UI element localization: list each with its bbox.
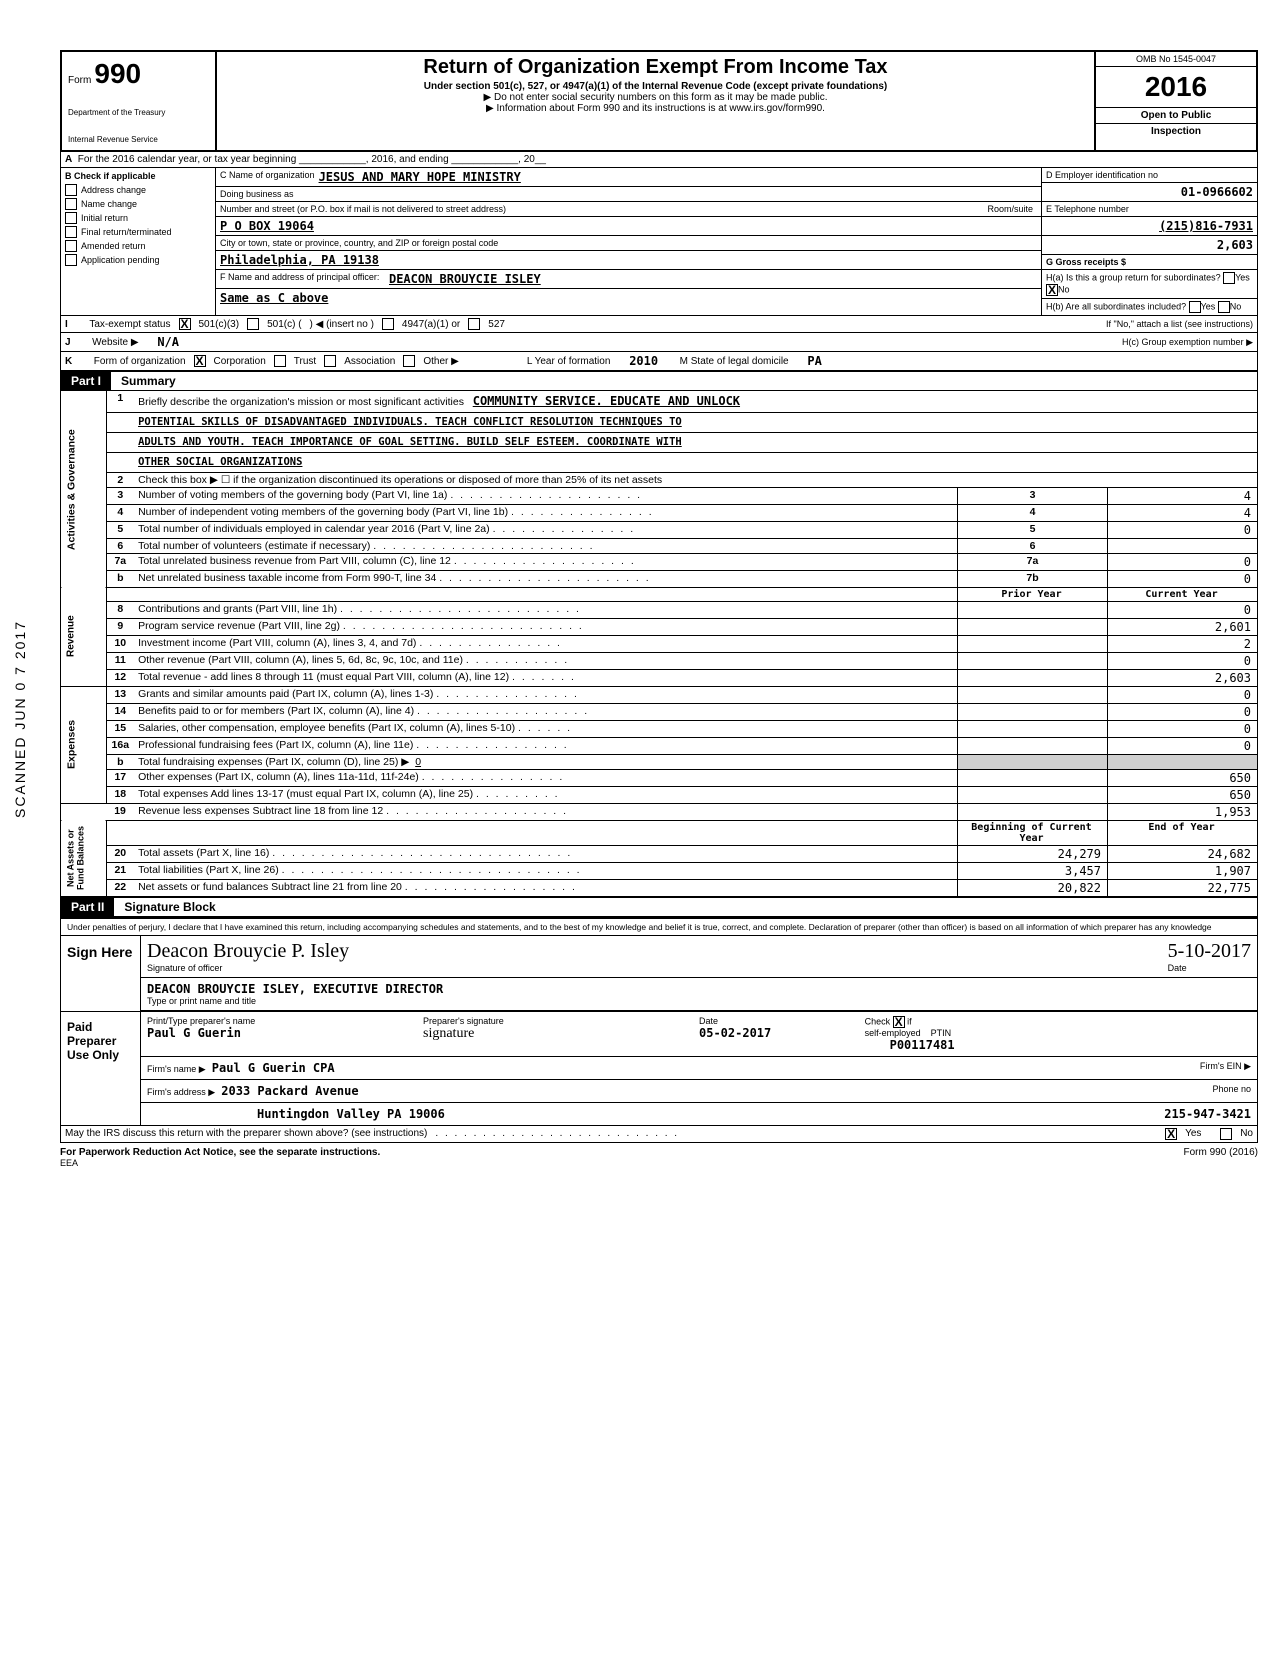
ha-no[interactable]	[1046, 284, 1058, 296]
v9: 2,601	[1108, 618, 1258, 635]
v4: 4	[1108, 504, 1258, 521]
cb-527[interactable]	[468, 318, 480, 330]
paid-preparer-label: Paid Preparer Use Only	[61, 1012, 141, 1125]
mission-text: COMMUNITY SERVICE. EDUCATE AND UNLOCK	[473, 394, 740, 408]
v16a: 0	[1108, 737, 1258, 754]
cb-amended[interactable]	[65, 240, 77, 252]
v17: 650	[1108, 769, 1258, 786]
cb-initial-return[interactable]	[65, 212, 77, 224]
v5: 0	[1108, 521, 1258, 538]
cb-self-employed[interactable]	[893, 1016, 905, 1028]
gross-receipts-amt: 2,603	[1042, 236, 1257, 255]
penalty-statement: Under penalties of perjury, I declare th…	[61, 919, 1257, 936]
line-a: A For the 2016 calendar year, or tax yea…	[60, 152, 1258, 168]
hb-yes[interactable]	[1189, 301, 1201, 313]
v11: 0	[1108, 652, 1258, 669]
cb-address-change[interactable]	[65, 184, 77, 196]
v6	[1108, 538, 1258, 553]
v8: 0	[1108, 601, 1258, 618]
v7a: 0	[1108, 553, 1258, 570]
part2-header: Part II Signature Block	[60, 897, 1258, 917]
v19: 1,953	[1108, 803, 1258, 820]
principal-officer: DEACON BROUYCIE ISLEY	[389, 272, 541, 286]
officer-addr: Same as C above	[220, 291, 328, 305]
preparer-date: 05-02-2017	[699, 1026, 865, 1040]
firm-name: Paul G Guerin CPA	[212, 1061, 335, 1075]
v22b: 22,775	[1108, 879, 1258, 896]
officer-typed-name: DEACON BROUYCIE ISLEY, EXECUTIVE DIRECTO…	[147, 982, 1251, 996]
dept-treasury: Department of the Treasury	[68, 108, 209, 117]
form-title: Return of Organization Exempt From Incom…	[225, 56, 1086, 79]
cb-other[interactable]	[403, 355, 415, 367]
cb-4947[interactable]	[382, 318, 394, 330]
v18: 650	[1108, 786, 1258, 803]
form-header: Form 990 Department of the Treasury Inte…	[60, 50, 1258, 152]
cb-trust[interactable]	[274, 355, 286, 367]
signature-block: Under penalties of perjury, I declare th…	[60, 917, 1258, 1143]
cb-name-change[interactable]	[65, 198, 77, 210]
website: N/A	[157, 335, 179, 349]
cb-corp[interactable]	[194, 355, 206, 367]
form-number: 990	[94, 58, 141, 89]
cb-app-pending[interactable]	[65, 254, 77, 266]
v3: 4	[1108, 487, 1258, 504]
cb-501c3[interactable]	[179, 318, 191, 330]
inspection: Inspection	[1096, 124, 1256, 139]
v22a: 20,822	[958, 879, 1108, 896]
v14: 0	[1108, 703, 1258, 720]
ein: 01-0966602	[1042, 183, 1257, 202]
note-ssn: ▶ Do not enter social security numbers o…	[225, 92, 1086, 103]
year-formation: 2010	[629, 354, 658, 368]
discuss-no[interactable]	[1220, 1128, 1232, 1140]
v15: 0	[1108, 720, 1258, 737]
telephone: (215)816-7931	[1042, 217, 1257, 236]
cb-assoc[interactable]	[324, 355, 336, 367]
firm-phone: 215-947-3421	[1164, 1107, 1251, 1121]
v13: 0	[1108, 686, 1258, 703]
discuss-yes[interactable]	[1165, 1128, 1177, 1140]
form-label: Form	[68, 75, 91, 86]
dept-irs: Internal Revenue Service	[68, 135, 209, 144]
city-address: Philadelphia, PA 19138	[220, 253, 379, 267]
vlabel-netassets: Net Assets or Fund Balances	[61, 820, 107, 896]
firm-addr2: Huntingdon Valley PA 19006	[257, 1107, 445, 1121]
v21a: 3,457	[958, 862, 1108, 879]
vlabel-revenue: Revenue	[61, 587, 107, 686]
sign-here-label: Sign Here	[61, 936, 141, 1011]
hb-no[interactable]	[1218, 301, 1230, 313]
state-domicile: PA	[807, 354, 821, 368]
v7b: 0	[1108, 570, 1258, 587]
vlabel-activities: Activities & Governance	[61, 391, 107, 587]
open-public: Open to Public	[1096, 108, 1256, 124]
scan-stamp: SCANNED JUN 0 7 2017	[12, 620, 28, 818]
note-info: ▶ Information about Form 990 and its ins…	[225, 103, 1086, 114]
preparer-name: Paul G Guerin	[147, 1026, 423, 1040]
v20b: 24,682	[1108, 845, 1258, 862]
sign-date: 5-10-2017	[1168, 940, 1251, 963]
v20a: 24,279	[958, 845, 1108, 862]
summary-table: Activities & Governance 1 Briefly descri…	[60, 391, 1258, 897]
firm-addr1: 2033 Packard Avenue	[221, 1084, 358, 1098]
vlabel-expenses: Expenses	[61, 686, 107, 803]
cb-501c[interactable]	[247, 318, 259, 330]
street-address: P O BOX 19064	[220, 219, 314, 233]
col-b-checkboxes: B Check if applicable Address change Nam…	[61, 168, 216, 315]
v12: 2,603	[1108, 669, 1258, 686]
ha-yes[interactable]	[1223, 272, 1235, 284]
v10: 2	[1108, 635, 1258, 652]
officer-signature: Deacon Brouycie P. Isley	[147, 940, 349, 963]
form-subtitle: Under section 501(c), 527, or 4947(a)(1)…	[225, 81, 1086, 92]
tax-year: 2016	[1096, 67, 1256, 108]
part1-header: Part I Summary	[60, 371, 1258, 391]
v21b: 1,907	[1108, 862, 1258, 879]
org-name: JESUS AND MARY HOPE MINISTRY	[319, 170, 521, 184]
cb-final-return[interactable]	[65, 226, 77, 238]
ptin: P00117481	[890, 1038, 955, 1052]
omb-number: OMB No 1545-0047	[1096, 52, 1256, 67]
footer: For Paperwork Reduction Act Notice, see …	[60, 1147, 1258, 1158]
eea: EEA	[60, 1158, 1258, 1168]
section-b-to-h: B Check if applicable Address change Nam…	[60, 168, 1258, 316]
